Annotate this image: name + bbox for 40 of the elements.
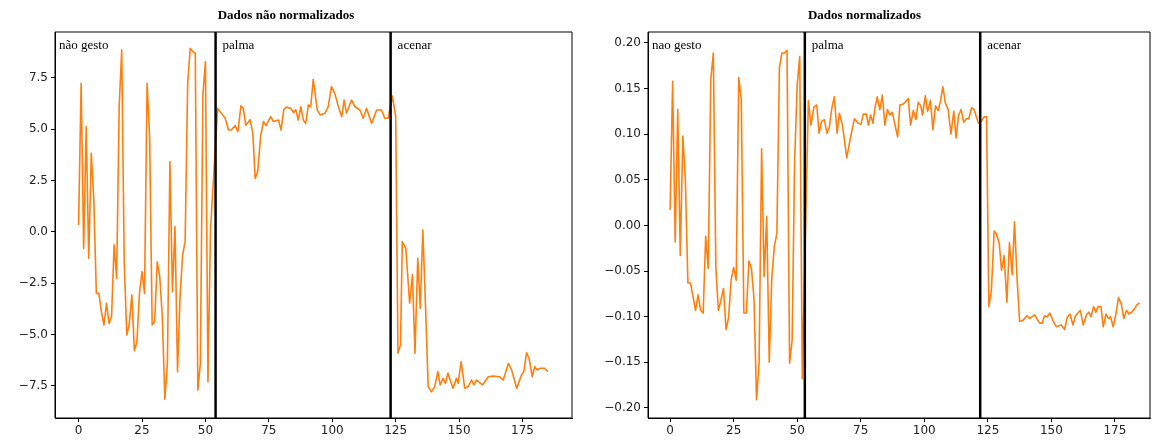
x-tick-label: 150 <box>1039 423 1063 438</box>
x-tick-label: 125 <box>976 423 1000 438</box>
x-tick-label: 75 <box>261 423 277 438</box>
x-tick-label: 150 <box>447 423 471 438</box>
y-tick-label: −0.05 <box>604 263 641 278</box>
y-tick-label: 7.5 <box>28 70 48 85</box>
y-tick-label: 0.05 <box>614 171 641 186</box>
y-tick-label: −5.0 <box>18 326 48 341</box>
y-tick-label: −0.15 <box>604 354 641 369</box>
annotation: acenar <box>397 37 433 52</box>
chart-title: Dados não normalizados <box>217 7 355 23</box>
y-tick-label: −2.5 <box>18 275 48 290</box>
y-tick-label: 5.0 <box>28 121 48 136</box>
x-tick-label: 175 <box>1103 423 1127 438</box>
y-tick-label: 0.00 <box>614 217 641 232</box>
x-tick-label: 75 <box>853 423 869 438</box>
y-tick-label: 2.5 <box>28 172 48 187</box>
y-tick-label: −0.10 <box>604 308 641 323</box>
annotation: palma <box>811 37 844 52</box>
x-tick-label: 0 <box>666 423 674 438</box>
x-tick-label: 175 <box>511 423 534 438</box>
y-tick-label: 0.10 <box>614 126 641 141</box>
x-tick-label: 25 <box>726 423 742 438</box>
x-tick-label: 100 <box>912 423 936 438</box>
y-tick-label: 0.20 <box>614 35 641 50</box>
y-tick-label: 0.0 <box>28 224 48 239</box>
y-tick-label: 0.15 <box>614 80 641 95</box>
x-tick-label: 125 <box>384 423 408 438</box>
annotation: não gesto <box>59 37 109 52</box>
y-tick-label: −7.5 <box>18 378 48 393</box>
y-tick-label: −0.20 <box>604 400 641 415</box>
annotation: nao gesto <box>652 37 702 52</box>
x-tick-label: 25 <box>134 423 150 438</box>
annotation: acenar <box>987 37 1022 52</box>
x-tick-label: 50 <box>197 423 214 438</box>
x-tick-label: 100 <box>320 423 344 438</box>
annotation: palma <box>222 37 255 52</box>
x-tick-label: 0 <box>74 423 83 438</box>
x-tick-label: 50 <box>789 423 805 438</box>
chart-title: Dados normalizados <box>807 7 922 23</box>
